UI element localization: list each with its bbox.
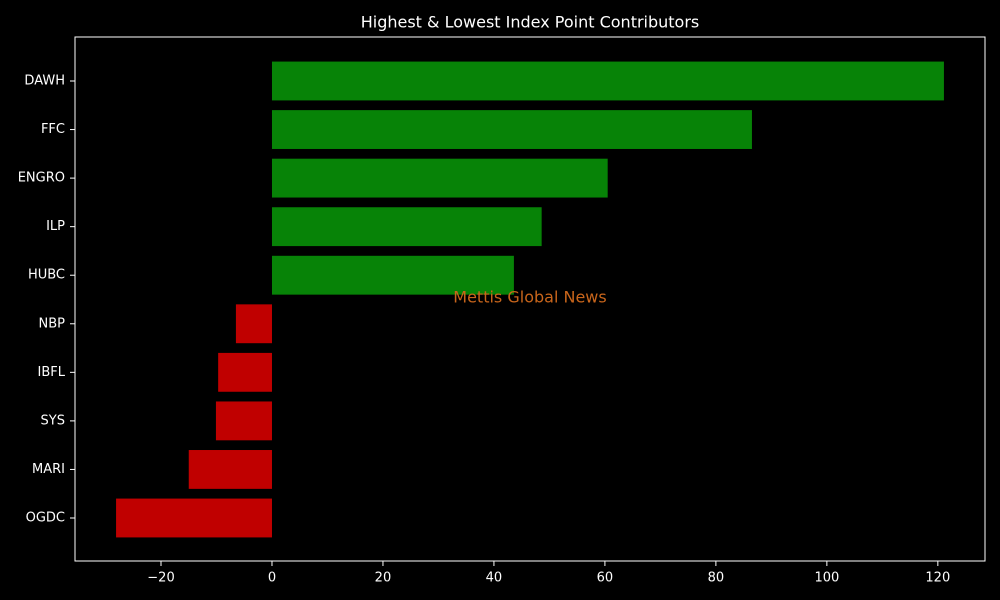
- bar: [218, 352, 272, 392]
- x-tick-label: 20: [375, 571, 392, 586]
- y-tick-label: SYS: [41, 413, 65, 428]
- watermark: Mettis Global News: [453, 288, 606, 307]
- x-tick-label: 60: [597, 571, 614, 586]
- bar: [235, 304, 272, 344]
- x-tick-label: 100: [814, 571, 839, 586]
- y-tick-label: IBFL: [38, 365, 66, 380]
- bar: [188, 450, 272, 489]
- y-tick-label: NBP: [39, 316, 66, 331]
- bar: [271, 207, 542, 247]
- bar: [271, 110, 752, 149]
- x-tick-label: 120: [925, 571, 950, 586]
- x-tick-label: 0: [268, 571, 276, 586]
- y-tick-label: FFC: [41, 122, 65, 137]
- x-tick-label: −20: [147, 571, 174, 586]
- x-tick-label: 40: [486, 571, 503, 586]
- bar: [271, 255, 514, 295]
- y-tick-label: ILP: [46, 219, 65, 234]
- bar: [215, 401, 272, 441]
- bar: [271, 158, 608, 198]
- bar: [271, 61, 944, 101]
- y-tick-label: DAWH: [24, 74, 65, 89]
- y-tick-label: HUBC: [28, 268, 65, 283]
- plot-frame: [74, 36, 986, 562]
- x-tick-label: 80: [708, 571, 725, 586]
- y-tick-label: OGDC: [26, 511, 65, 526]
- bar: [116, 498, 272, 538]
- y-tick-label: MARI: [32, 462, 65, 477]
- chart-title: Highest & Lowest Index Point Contributor…: [361, 13, 700, 32]
- y-tick-label: ENGRO: [18, 171, 65, 186]
